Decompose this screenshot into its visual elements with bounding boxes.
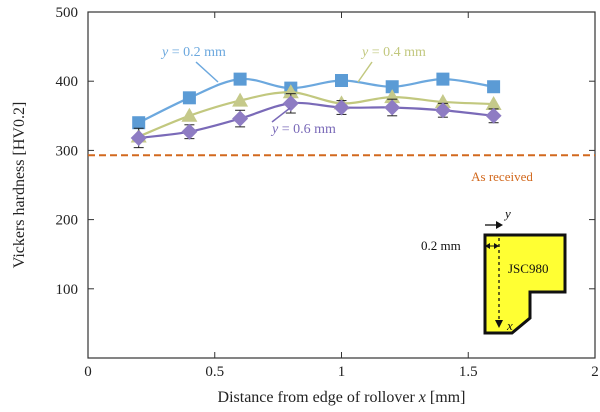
x-tick-label: 2 [591, 364, 599, 380]
y-tick-label: 500 [56, 5, 79, 21]
x-tick-label: 0.5 [205, 364, 224, 380]
series-label-leader-0 [195, 61, 219, 83]
y-axis-label: Vickers hardness [HV0.2] [11, 102, 28, 269]
axes-group: 0 0.5 1 1.5 2 100 200 300 400 500 Distance from ed… [11, 5, 599, 406]
data-point-diamond [485, 107, 502, 124]
inset-x-label: x [506, 318, 513, 333]
x-tick-label: 1.5 [459, 364, 478, 380]
series-group [130, 72, 502, 149]
series-label-leader-2 [271, 107, 291, 123]
data-point-square [335, 74, 348, 88]
y-tick-label: 400 [56, 74, 79, 90]
inset-offset-arrow-right [494, 243, 499, 249]
data-point-diamond [282, 95, 299, 112]
data-point-square [487, 80, 501, 94]
data-point-diamond [333, 99, 350, 116]
data-point-square [182, 91, 196, 105]
data-point-diamond [232, 110, 249, 127]
y-tick-label: 300 [56, 143, 79, 159]
x-tick-label: 0 [84, 364, 92, 380]
data-point-square [385, 80, 399, 94]
series-label-1: y = 0.4 mm [360, 45, 426, 60]
series-label-0: y = 0.2 mm [160, 45, 226, 60]
data-point-triangle [282, 84, 299, 99]
specimen-inset: y x 0.2 mm JSC980 [421, 206, 567, 335]
data-point-diamond [384, 99, 401, 116]
data-point-diamond [434, 102, 451, 119]
data-point-triangle [485, 96, 502, 111]
x-tick-label: 1 [338, 364, 346, 380]
series-label-leader-1 [357, 61, 373, 83]
data-point-square [132, 116, 146, 130]
series-label-2: y = 0.6 mm [270, 122, 336, 137]
data-point-triangle [181, 107, 198, 122]
inset-material-label: JSC980 [508, 261, 548, 276]
specimen-shape [483, 233, 567, 335]
data-point-triangle [434, 93, 451, 108]
inset-x-arrow [495, 320, 503, 328]
data-point-triangle [232, 92, 249, 107]
data-point-square [436, 72, 450, 86]
data-point-diamond [130, 129, 147, 146]
inset-offset-arrow-left [485, 243, 490, 249]
inset-y-label: y [503, 206, 511, 221]
data-point-diamond [181, 123, 198, 140]
inset-offset-label: 0.2 mm [421, 238, 461, 253]
series-labels-group: y = 0.2 mm y = 0.4 mm y = 0.6 mm [160, 45, 426, 137]
as-received-label: As received [471, 169, 533, 184]
y-tick-label: 100 [56, 282, 79, 298]
y-tick-label: 200 [56, 213, 79, 229]
x-axis-label: Distance from edge of rollover x [mm] [218, 389, 466, 406]
inset-y-arrow [496, 221, 503, 229]
data-point-square [233, 72, 247, 86]
reference-line-group: As received [88, 154, 595, 184]
